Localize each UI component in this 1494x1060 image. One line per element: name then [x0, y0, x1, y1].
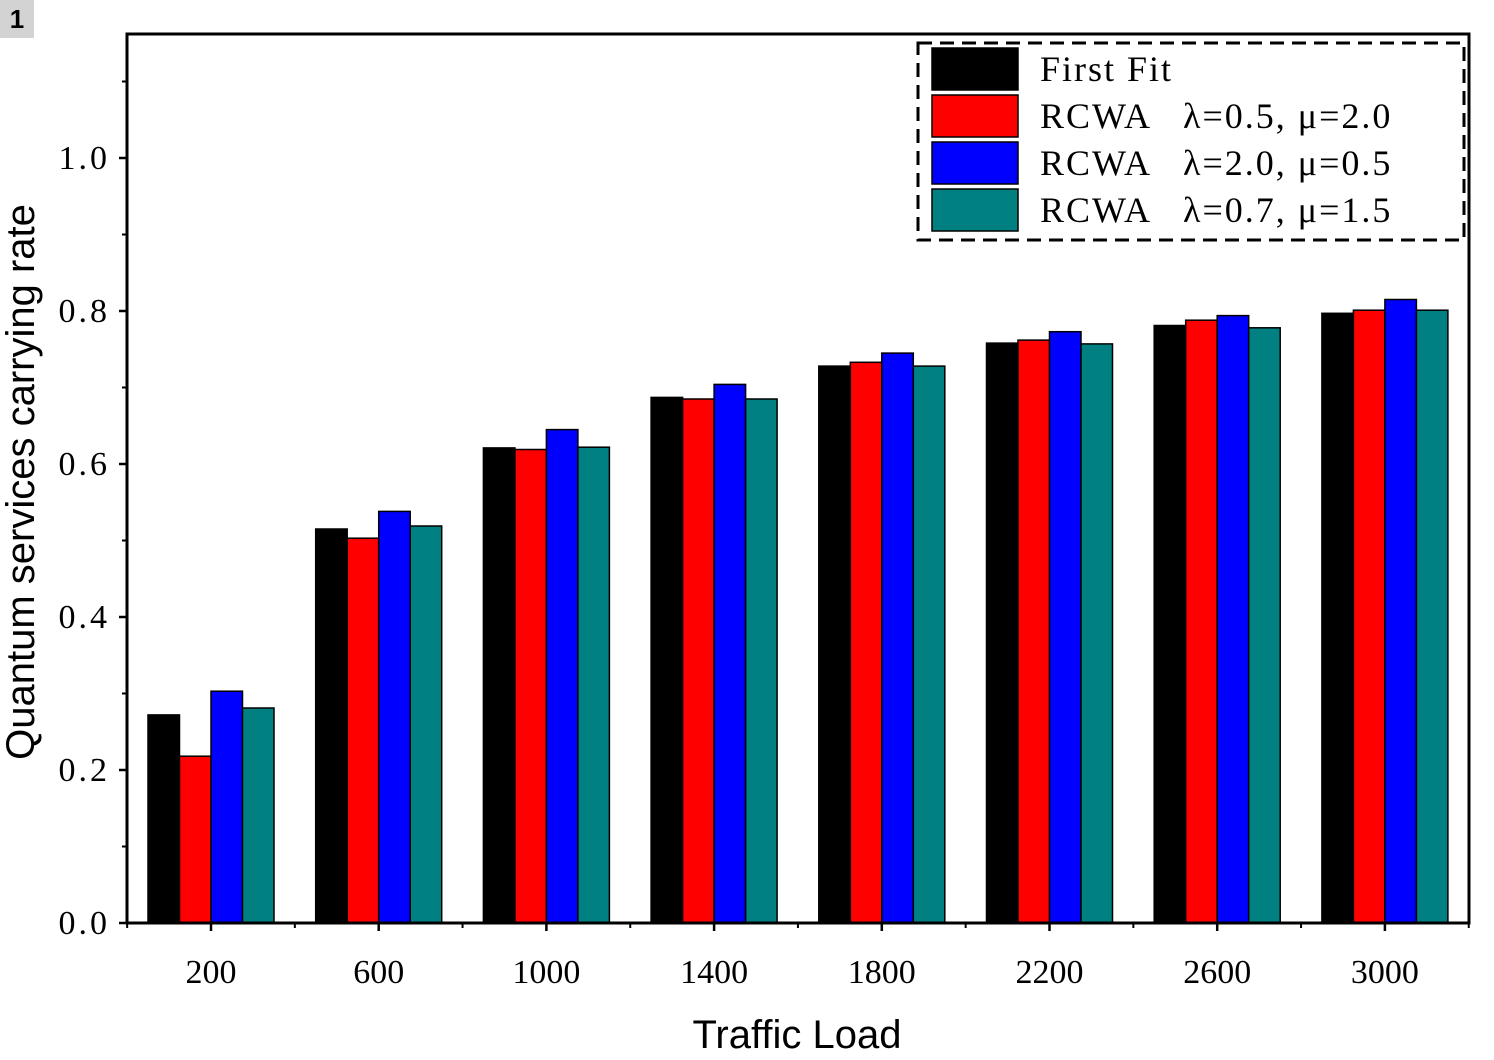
bar-2600-series-3 — [1216, 314, 1250, 924]
x-tick-label: 2600 — [1183, 954, 1251, 991]
bar-1000-series-1 — [482, 447, 516, 924]
legend-swatch-series-2 — [931, 94, 1019, 138]
bar-600-series-3 — [377, 510, 411, 924]
bar-2200-series-4 — [1080, 343, 1114, 924]
x-tick-label: 2200 — [1016, 954, 1084, 991]
bar-2200-series-1 — [985, 342, 1019, 924]
x-tick-labels: 200 600 1000 1400 1800 2200 2600 3000 — [186, 954, 1419, 991]
bar-2600-series-1 — [1153, 324, 1187, 924]
bar-1000-series-2 — [514, 448, 548, 924]
bar-1000-series-4 — [577, 446, 611, 924]
y-tick-label: 0.4 — [59, 599, 111, 636]
x-tick-label: 600 — [353, 954, 404, 991]
bar-1400-series-1 — [650, 396, 684, 924]
bars-layer — [147, 298, 1449, 924]
bar-200-series-2 — [178, 755, 212, 924]
bar-1800-series-1 — [818, 365, 852, 924]
bar-2200-series-3 — [1048, 330, 1082, 924]
bar-200-series-1 — [147, 714, 181, 924]
legend-swatch-series-1 — [931, 47, 1019, 91]
y-tick-label: 0.6 — [59, 446, 111, 483]
bar-600-series-4 — [409, 525, 443, 924]
bar-3000-series-4 — [1415, 309, 1449, 924]
bar-200-series-4 — [241, 707, 275, 924]
y-tick-label: 0.2 — [59, 752, 111, 789]
bar-3000-series-3 — [1384, 298, 1418, 924]
bar-600-series-1 — [314, 528, 348, 924]
bar-1800-series-3 — [881, 352, 915, 924]
y-axis-label: Quantum services carrying rate — [0, 204, 43, 760]
y-tick-label: 0.8 — [59, 293, 111, 330]
bar-1400-series-2 — [681, 398, 715, 924]
x-tick-label: 1400 — [680, 954, 748, 991]
x-tick-label: 3000 — [1351, 954, 1419, 991]
panel-label: 1 — [0, 0, 34, 38]
bar-2600-series-2 — [1184, 319, 1218, 924]
bar-1400-series-4 — [744, 398, 778, 924]
bar-1800-series-4 — [912, 365, 946, 924]
legend-swatch-series-4 — [931, 188, 1019, 232]
y-tick-labels: 0.0 0.2 0.4 0.6 0.8 1.0 — [59, 140, 111, 942]
axis-ticks — [119, 80, 1470, 931]
bar-2200-series-2 — [1017, 339, 1051, 924]
bar-200-series-3 — [210, 690, 244, 924]
x-axis-label: Traffic Load — [692, 1013, 901, 1057]
legend: First Fit RCWA λ=0.5, μ=2.0 RCWA λ=2.0, μ=… — [916, 41, 1466, 242]
x-tick-label: 1800 — [848, 954, 916, 991]
bar-3000-series-2 — [1352, 309, 1386, 924]
legend-swatch-series-3 — [931, 141, 1019, 185]
bar-600-series-2 — [346, 537, 380, 924]
legend-label-series-4: RCWA λ=0.7, μ=1.5 — [1040, 190, 1392, 230]
bar-2600-series-4 — [1247, 327, 1281, 924]
bar-1800-series-2 — [849, 361, 883, 924]
x-tick-label: 1000 — [512, 954, 580, 991]
bar-3000-series-1 — [1321, 312, 1355, 924]
y-tick-label: 1.0 — [59, 140, 111, 177]
bar-1000-series-3 — [545, 428, 579, 924]
legend-label-series-1: First Fit — [1040, 49, 1173, 89]
legend-label-series-2: RCWA λ=0.5, μ=2.0 — [1040, 96, 1392, 136]
x-tick-label: 200 — [186, 954, 237, 991]
bar-1400-series-3 — [713, 383, 747, 924]
legend-label-series-3: RCWA λ=2.0, μ=0.5 — [1040, 143, 1392, 183]
y-tick-label: 0.0 — [59, 905, 111, 942]
